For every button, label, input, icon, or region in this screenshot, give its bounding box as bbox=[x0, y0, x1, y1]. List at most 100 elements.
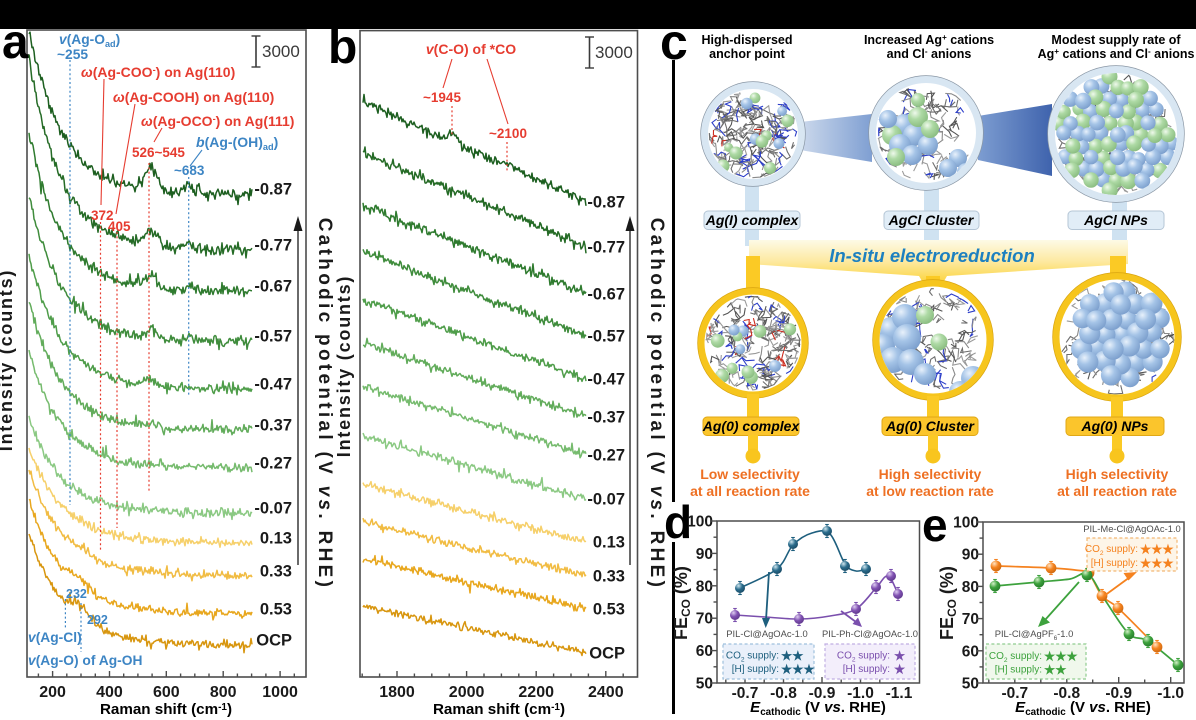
svg-text:60: 60 bbox=[962, 643, 979, 660]
svg-text:50: 50 bbox=[696, 676, 713, 693]
svg-text:PIL-Cl@AgPF6​-1.0: PIL-Cl@AgPF6​-1.0 bbox=[995, 628, 1074, 642]
svg-text:FECO​ (%): FECO​ (%) bbox=[937, 566, 959, 640]
svg-text:CO2​ supply:: CO2​ supply: bbox=[726, 651, 779, 664]
svg-text:526~545: 526~545 bbox=[132, 145, 185, 160]
svg-text:-0.07: -0.07 bbox=[587, 491, 625, 509]
svg-text:PIL-Cl@AgOAc-1.0: PIL-Cl@AgOAc-1.0 bbox=[726, 628, 807, 639]
svg-text:★★: ★★ bbox=[781, 649, 804, 663]
svg-text:and Cl-​ anions: and Cl-​ anions bbox=[887, 47, 972, 61]
svg-text:~1945: ~1945 bbox=[423, 90, 461, 105]
svg-text:70: 70 bbox=[696, 611, 713, 628]
svg-text:1800: 1800 bbox=[379, 684, 415, 701]
svg-text:50: 50 bbox=[962, 676, 979, 693]
svg-text:100: 100 bbox=[687, 514, 713, 531]
svg-text:-0.9: -0.9 bbox=[1105, 685, 1132, 702]
svg-text:[H] supply:: [H] supply: bbox=[732, 664, 779, 675]
svg-text:★: ★ bbox=[894, 649, 906, 663]
svg-text:-0.27: -0.27 bbox=[587, 447, 625, 465]
svg-text:PIL-Ph-Cl@AgOAc-1.0: PIL-Ph-Cl@AgOAc-1.0 bbox=[822, 628, 918, 639]
svg-text:Cathodic potential (V vs. RHE): Cathodic potential (V vs. RHE) bbox=[646, 218, 667, 590]
svg-text:CO2​ supply:: CO2​ supply: bbox=[1085, 544, 1138, 557]
svg-text:-1.0: -1.0 bbox=[1157, 685, 1184, 702]
svg-text:e: e bbox=[922, 499, 948, 551]
svg-text:Raman shift (cm-1​): Raman shift (cm-1​) bbox=[433, 701, 565, 718]
svg-text:600: 600 bbox=[153, 684, 180, 701]
svg-text:-0.9: -0.9 bbox=[809, 685, 836, 702]
svg-text:~683: ~683 bbox=[174, 163, 205, 178]
svg-text:372: 372 bbox=[91, 208, 114, 223]
svg-text:-0.87: -0.87 bbox=[587, 194, 625, 212]
svg-text:In-situ electroreduction: In-situ electroreduction bbox=[829, 245, 1035, 266]
svg-text:anchor point: anchor point bbox=[709, 47, 786, 61]
svg-text:★★★: ★★★ bbox=[1044, 650, 1078, 664]
svg-text:at all reaction rate: at all reaction rate bbox=[1057, 483, 1177, 499]
svg-text:100: 100 bbox=[953, 515, 979, 532]
svg-text:1000: 1000 bbox=[262, 684, 298, 701]
svg-text:80: 80 bbox=[696, 578, 713, 595]
svg-text:2200: 2200 bbox=[518, 684, 554, 701]
svg-text:ω(Ag-COO-​) on Ag(110): ω(Ag-COO-​) on Ag(110) bbox=[81, 64, 235, 80]
svg-text:High selectivity: High selectivity bbox=[879, 466, 982, 482]
svg-text:-0.8: -0.8 bbox=[770, 685, 797, 702]
svg-text:v(Ag-O) of Ag-OH: v(Ag-O) of Ag-OH bbox=[28, 653, 142, 668]
svg-text:-0.87: -0.87 bbox=[254, 181, 292, 199]
svg-text:Ag(0) complex: Ag(0) complex bbox=[702, 418, 801, 434]
svg-text:0.33: 0.33 bbox=[593, 568, 625, 586]
svg-text:80: 80 bbox=[962, 579, 979, 596]
svg-text:[H] supply:: [H] supply: bbox=[843, 664, 890, 675]
svg-text:-0.67: -0.67 bbox=[587, 286, 625, 304]
svg-text:-0.47: -0.47 bbox=[254, 376, 292, 394]
svg-text:2400: 2400 bbox=[588, 684, 624, 701]
svg-text:Intensity (counts): Intensity (counts) bbox=[334, 275, 354, 457]
svg-text:3000: 3000 bbox=[595, 43, 633, 62]
svg-text:-0.8: -0.8 bbox=[1053, 685, 1080, 702]
svg-text:0.13: 0.13 bbox=[260, 530, 292, 548]
svg-text:★★: ★★ bbox=[1044, 663, 1067, 677]
svg-text:★: ★ bbox=[894, 663, 906, 677]
svg-text:-0.57: -0.57 bbox=[254, 328, 292, 346]
svg-text:b(Ag-(OH)ad​): b(Ag-(OH)ad​) bbox=[196, 134, 278, 152]
svg-text:0.53: 0.53 bbox=[260, 601, 292, 619]
svg-text:ω(Ag-OCO-​) on Ag(111): ω(Ag-OCO-​) on Ag(111) bbox=[141, 113, 294, 129]
svg-text:~255: ~255 bbox=[57, 47, 88, 62]
svg-text:v(Ag-Cl): v(Ag-Cl) bbox=[28, 630, 82, 645]
svg-text:-0.27: -0.27 bbox=[254, 455, 292, 473]
svg-text:-0.77: -0.77 bbox=[587, 239, 625, 257]
svg-text:Ag+​ cations and Cl-​ anions: Ag+​ cations and Cl-​ anions bbox=[1038, 47, 1195, 61]
svg-text:ω(Ag-COOH) on Ag(110): ω(Ag-COOH) on Ag(110) bbox=[113, 89, 274, 105]
svg-text:Ag(0) Cluster: Ag(0) Cluster bbox=[885, 418, 975, 434]
svg-text:CO2​ supply:: CO2​ supply: bbox=[837, 651, 890, 664]
svg-text:High-dispersed: High-dispersed bbox=[702, 33, 793, 47]
svg-text:-0.7: -0.7 bbox=[732, 685, 759, 702]
svg-text:0.33: 0.33 bbox=[260, 563, 292, 581]
svg-text:Ag(0) NPs: Ag(0) NPs bbox=[1081, 418, 1149, 434]
svg-text:90: 90 bbox=[696, 546, 713, 563]
svg-text:292: 292 bbox=[87, 613, 108, 627]
svg-text:-1.1: -1.1 bbox=[886, 685, 913, 702]
svg-text:-1.0: -1.0 bbox=[847, 685, 874, 702]
svg-text:★★★: ★★★ bbox=[1140, 557, 1174, 571]
svg-text:High selectivity: High selectivity bbox=[1066, 466, 1169, 482]
svg-text:at all reaction rate: at all reaction rate bbox=[690, 483, 810, 499]
svg-text:at low reaction rate: at low reaction rate bbox=[866, 483, 994, 499]
svg-text:-0.07: -0.07 bbox=[254, 500, 292, 518]
svg-text:d: d bbox=[664, 496, 692, 548]
svg-text:~2100: ~2100 bbox=[489, 126, 527, 141]
svg-text:70: 70 bbox=[962, 611, 979, 628]
svg-text:400: 400 bbox=[96, 684, 123, 701]
svg-text:AgCl Cluster: AgCl Cluster bbox=[888, 212, 975, 228]
svg-text:Increased Ag+​ cations: Increased Ag+​ cations bbox=[864, 33, 994, 47]
svg-text:AgCl NPs: AgCl NPs bbox=[1083, 212, 1148, 228]
svg-text:60: 60 bbox=[696, 643, 713, 660]
svg-text:-0.57: -0.57 bbox=[587, 328, 625, 346]
svg-text:Low selectivity: Low selectivity bbox=[700, 466, 800, 482]
svg-text:b: b bbox=[328, 21, 357, 74]
svg-text:90: 90 bbox=[962, 547, 979, 564]
svg-text:Ag(I) complex: Ag(I) complex bbox=[705, 212, 800, 228]
svg-text:2000: 2000 bbox=[449, 684, 485, 701]
svg-text:-0.37: -0.37 bbox=[587, 409, 625, 427]
svg-text:v(C-O) of *CO: v(C-O) of *CO bbox=[426, 41, 516, 57]
svg-text:Cathodic potential (V vs. RHE): Cathodic potential (V vs. RHE) bbox=[314, 218, 335, 590]
svg-text:CO2​ supply:: CO2​ supply: bbox=[989, 651, 1042, 664]
svg-text:a: a bbox=[2, 16, 29, 69]
